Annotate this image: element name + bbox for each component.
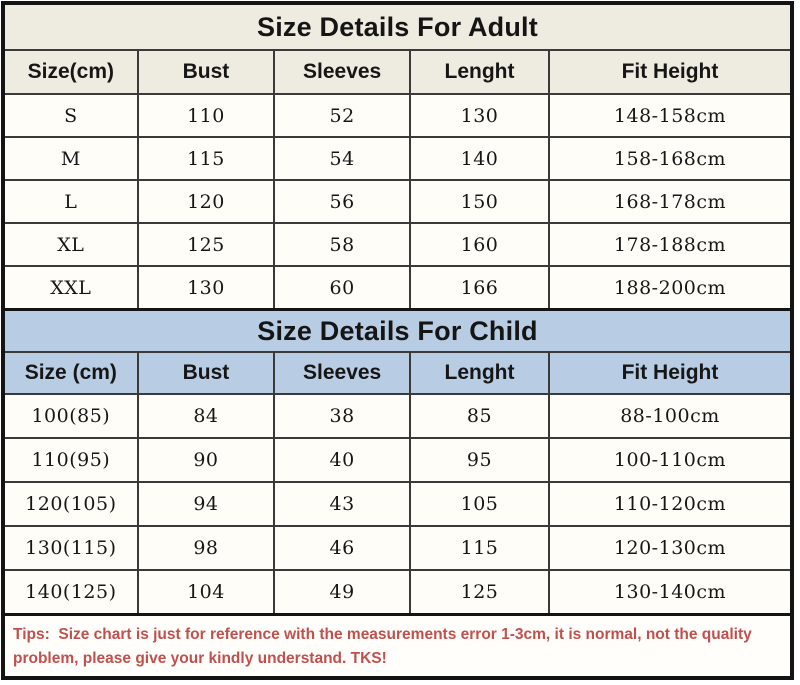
- column-header-bust: Bust: [136, 353, 276, 395]
- size-label-cell: 120(105): [5, 481, 139, 527]
- column-header-size: Size (cm): [5, 353, 139, 395]
- measurement-cell: 90: [136, 437, 276, 483]
- measurement-cell: 38: [273, 393, 412, 439]
- table-row: 130(115) 98 46 115 120-130cm: [5, 525, 790, 571]
- table-row: XXL 130 60 166 188-200cm: [5, 265, 790, 308]
- measurement-cell: 98: [136, 525, 276, 571]
- measurement-cell: 49: [273, 569, 412, 613]
- measurement-cell: 100-110cm: [547, 437, 790, 483]
- table-row: L 120 56 150 168-178cm: [5, 179, 790, 224]
- table-row: S 110 52 130 148-158cm: [5, 93, 790, 138]
- measurement-cell: 140: [409, 136, 550, 181]
- table-row: 120(105) 94 43 105 110-120cm: [5, 481, 790, 527]
- measurement-cell: 58: [273, 222, 412, 267]
- tips-note: Tips: Size chart is just for reference w…: [5, 613, 790, 676]
- size-label-cell: 140(125): [5, 569, 139, 613]
- measurement-cell: 43: [273, 481, 412, 527]
- child-size-section: Size Details For Child Size (cm) Bust Sl…: [5, 308, 790, 613]
- header-row: Size (cm) Bust Sleeves Lenght Fit Height: [5, 353, 790, 395]
- size-label-cell: XL: [5, 222, 139, 267]
- column-header-length: Lenght: [409, 51, 550, 95]
- size-label-cell: 110(95): [5, 437, 139, 483]
- child-table-body: 100(85) 84 38 85 88-100cm 110(95) 90 40 95 100-11…: [5, 393, 790, 613]
- measurement-cell: 85: [409, 393, 550, 439]
- measurement-cell: 110-120cm: [547, 481, 790, 527]
- column-header-fit-height: Fit Height: [547, 353, 790, 395]
- child-table-header: Size (cm) Bust Sleeves Lenght Fit Height: [5, 353, 790, 395]
- column-header-length: Lenght: [409, 353, 550, 395]
- adult-table-header: Size(cm) Bust Sleeves Lenght Fit Height: [5, 51, 790, 95]
- table-row: M 115 54 140 158-168cm: [5, 136, 790, 181]
- measurement-cell: 104: [136, 569, 276, 613]
- child-section-title: Size Details For Child: [5, 308, 790, 353]
- adult-size-table: Size(cm) Bust Sleeves Lenght Fit Height …: [5, 51, 790, 308]
- measurement-cell: 54: [273, 136, 412, 181]
- header-row: Size(cm) Bust Sleeves Lenght Fit Height: [5, 51, 790, 95]
- measurement-cell: 148-158cm: [547, 93, 790, 138]
- adult-size-section: Size Details For Adult Size(cm) Bust Sle…: [5, 5, 790, 308]
- adult-section-title: Size Details For Adult: [5, 5, 790, 51]
- measurement-cell: 120-130cm: [547, 525, 790, 571]
- measurement-cell: 130-140cm: [547, 569, 790, 613]
- table-row: XL 125 58 160 178-188cm: [5, 222, 790, 267]
- measurement-cell: 130: [136, 265, 276, 308]
- measurement-cell: 160: [409, 222, 550, 267]
- column-header-fit-height: Fit Height: [547, 51, 790, 95]
- measurement-cell: 60: [273, 265, 412, 308]
- measurement-cell: 94: [136, 481, 276, 527]
- size-label-cell: 100(85): [5, 393, 139, 439]
- measurement-cell: 158-168cm: [547, 136, 790, 181]
- measurement-cell: 125: [136, 222, 276, 267]
- adult-table-body: S 110 52 130 148-158cm M 115 54 140 158-168cm L 120…: [5, 93, 790, 308]
- size-label-cell: 130(115): [5, 525, 139, 571]
- size-label-cell: S: [5, 93, 139, 138]
- measurement-cell: 178-188cm: [547, 222, 790, 267]
- measurement-cell: 166: [409, 265, 550, 308]
- measurement-cell: 95: [409, 437, 550, 483]
- measurement-cell: 120: [136, 179, 276, 224]
- size-label-cell: M: [5, 136, 139, 181]
- size-label-cell: XXL: [5, 265, 139, 308]
- table-row: 110(95) 90 40 95 100-110cm: [5, 437, 790, 483]
- measurement-cell: 88-100cm: [547, 393, 790, 439]
- table-row: 140(125) 104 49 125 130-140cm: [5, 569, 790, 613]
- size-label-cell: L: [5, 179, 139, 224]
- measurement-cell: 105: [409, 481, 550, 527]
- column-header-sleeves: Sleeves: [273, 51, 412, 95]
- measurement-cell: 56: [273, 179, 412, 224]
- measurement-cell: 188-200cm: [547, 265, 790, 308]
- measurement-cell: 110: [136, 93, 276, 138]
- child-size-table: Size (cm) Bust Sleeves Lenght Fit Height…: [5, 353, 790, 613]
- measurement-cell: 115: [136, 136, 276, 181]
- measurement-cell: 115: [409, 525, 550, 571]
- table-row: 100(85) 84 38 85 88-100cm: [5, 393, 790, 439]
- column-header-bust: Bust: [136, 51, 276, 95]
- measurement-cell: 130: [409, 93, 550, 138]
- measurement-cell: 84: [136, 393, 276, 439]
- measurement-cell: 46: [273, 525, 412, 571]
- measurement-cell: 40: [273, 437, 412, 483]
- column-header-sleeves: Sleeves: [273, 353, 412, 395]
- measurement-cell: 150: [409, 179, 550, 224]
- measurement-cell: 125: [409, 569, 550, 613]
- measurement-cell: 168-178cm: [547, 179, 790, 224]
- column-header-size: Size(cm): [5, 51, 139, 95]
- measurement-cell: 52: [273, 93, 412, 138]
